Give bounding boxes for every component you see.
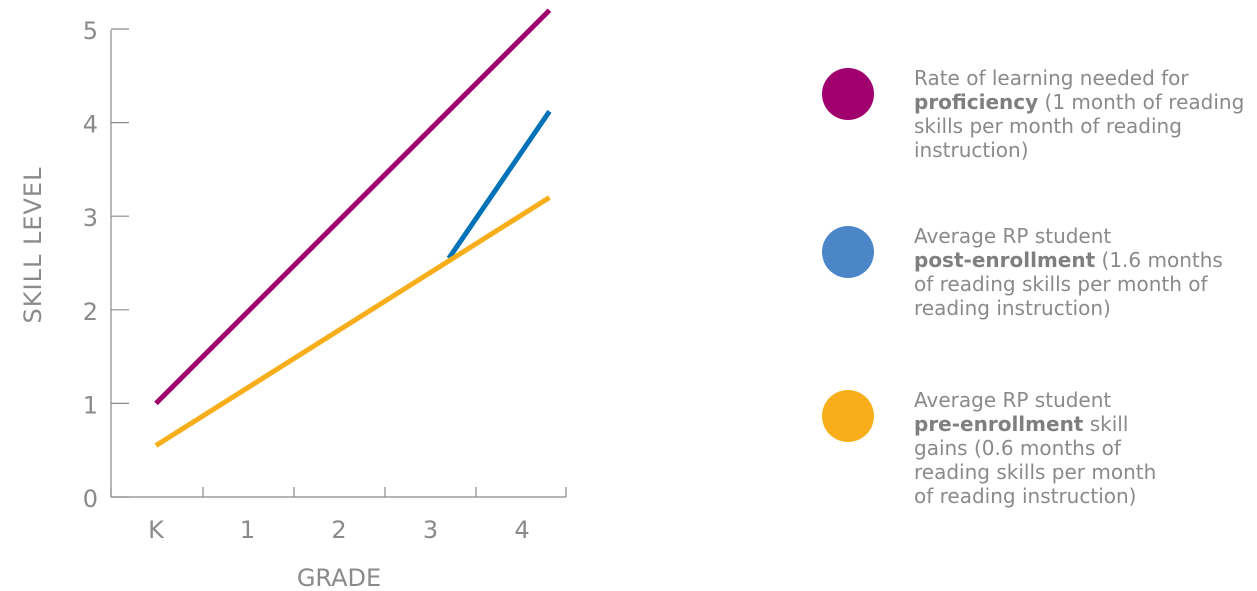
legend-line: reading instruction) [914,296,1257,320]
legend-bold-text: proficiency [914,90,1039,114]
legend-text: Rate of learning needed for proficiency (… [914,66,1257,162]
x-tick-label: K [148,516,165,544]
legend-line: gains (0.6 months of [914,436,1257,460]
legend-item: Average RP student post-enrollment (1.6 m… [820,224,1257,320]
legend-bold-text: post-enrollment [914,248,1096,272]
legend-swatch [822,68,874,120]
legend-line: Rate of learning needed for [914,66,1257,90]
axes: 0 1 2 3 4 5 K 1 2 3 4 GRADE SKILL LEVEL [19,17,567,591]
x-tick-label: 4 [514,516,529,544]
legend-line: Average RP student [914,224,1257,248]
legend-line: proficiency (1 month of reading [914,90,1257,114]
x-tick-label: 3 [423,516,438,544]
y-tick-label: 2 [83,298,98,326]
legend-line: post-enrollment (1.6 months [914,248,1257,272]
y-tick-label: 1 [83,391,98,419]
legend-line-text: (1.6 months [1095,248,1223,272]
legend-line: skills per month of reading [914,114,1257,138]
legend-line: instruction) [914,138,1257,162]
legend-line-text: Average RP student [914,388,1112,412]
x-tick-label: 2 [331,516,346,544]
legend-line: of reading instruction) [914,484,1257,508]
legend-item: Average RP student pre-enrollment skill ga… [820,388,1257,508]
legend-line-text: skill [1083,412,1129,436]
legend-text: Average RP student pre-enrollment skill ga… [914,388,1257,508]
legend-item: Rate of learning needed for proficiency (… [820,66,1257,162]
y-tick-label: 5 [83,17,98,45]
legend-text: Average RP student post-enrollment (1.6 m… [914,224,1257,320]
legend-line: pre-enrollment skill [914,412,1257,436]
legend-line: Average RP student [914,388,1257,412]
legend-line-text: gains (0.6 months of [914,436,1121,460]
x-axis-title: GRADE [297,564,381,591]
legend-line: of reading skills per month of [914,272,1257,296]
legend-line-text: of reading instruction) [914,484,1137,508]
series-line-post [446,109,552,260]
legend-line-text: of reading skills per month of [914,272,1208,296]
legend-swatch [822,390,874,442]
y-axis-title: SKILL LEVEL [19,167,47,324]
legend-line-text: Average RP student [914,224,1112,248]
legend-line-text: reading skills per month [914,460,1157,484]
legend-line-text: (1 month of reading [1038,90,1245,114]
legend-bold-text: pre-enrollment [914,412,1084,436]
series-line-pre [154,195,551,448]
line-chart: 0 1 2 3 4 5 K 1 2 3 4 GRADE SKILL LEVEL [19,8,567,591]
legend-line: reading skills per month [914,460,1257,484]
y-tick-label: 0 [83,485,98,513]
y-tick-label: 3 [83,204,98,232]
legend-line-text: instruction) [914,138,1029,162]
legend-line-text: reading instruction) [914,296,1111,320]
legend-line-text: Rate of learning needed for [914,66,1189,90]
legend-line-text: skills per month of reading [914,114,1182,138]
series-line-proficiency [154,8,552,406]
series-lines [154,8,552,448]
y-tick-label: 4 [83,111,98,139]
x-tick-label: 1 [240,516,255,544]
legend-swatch [822,226,874,278]
